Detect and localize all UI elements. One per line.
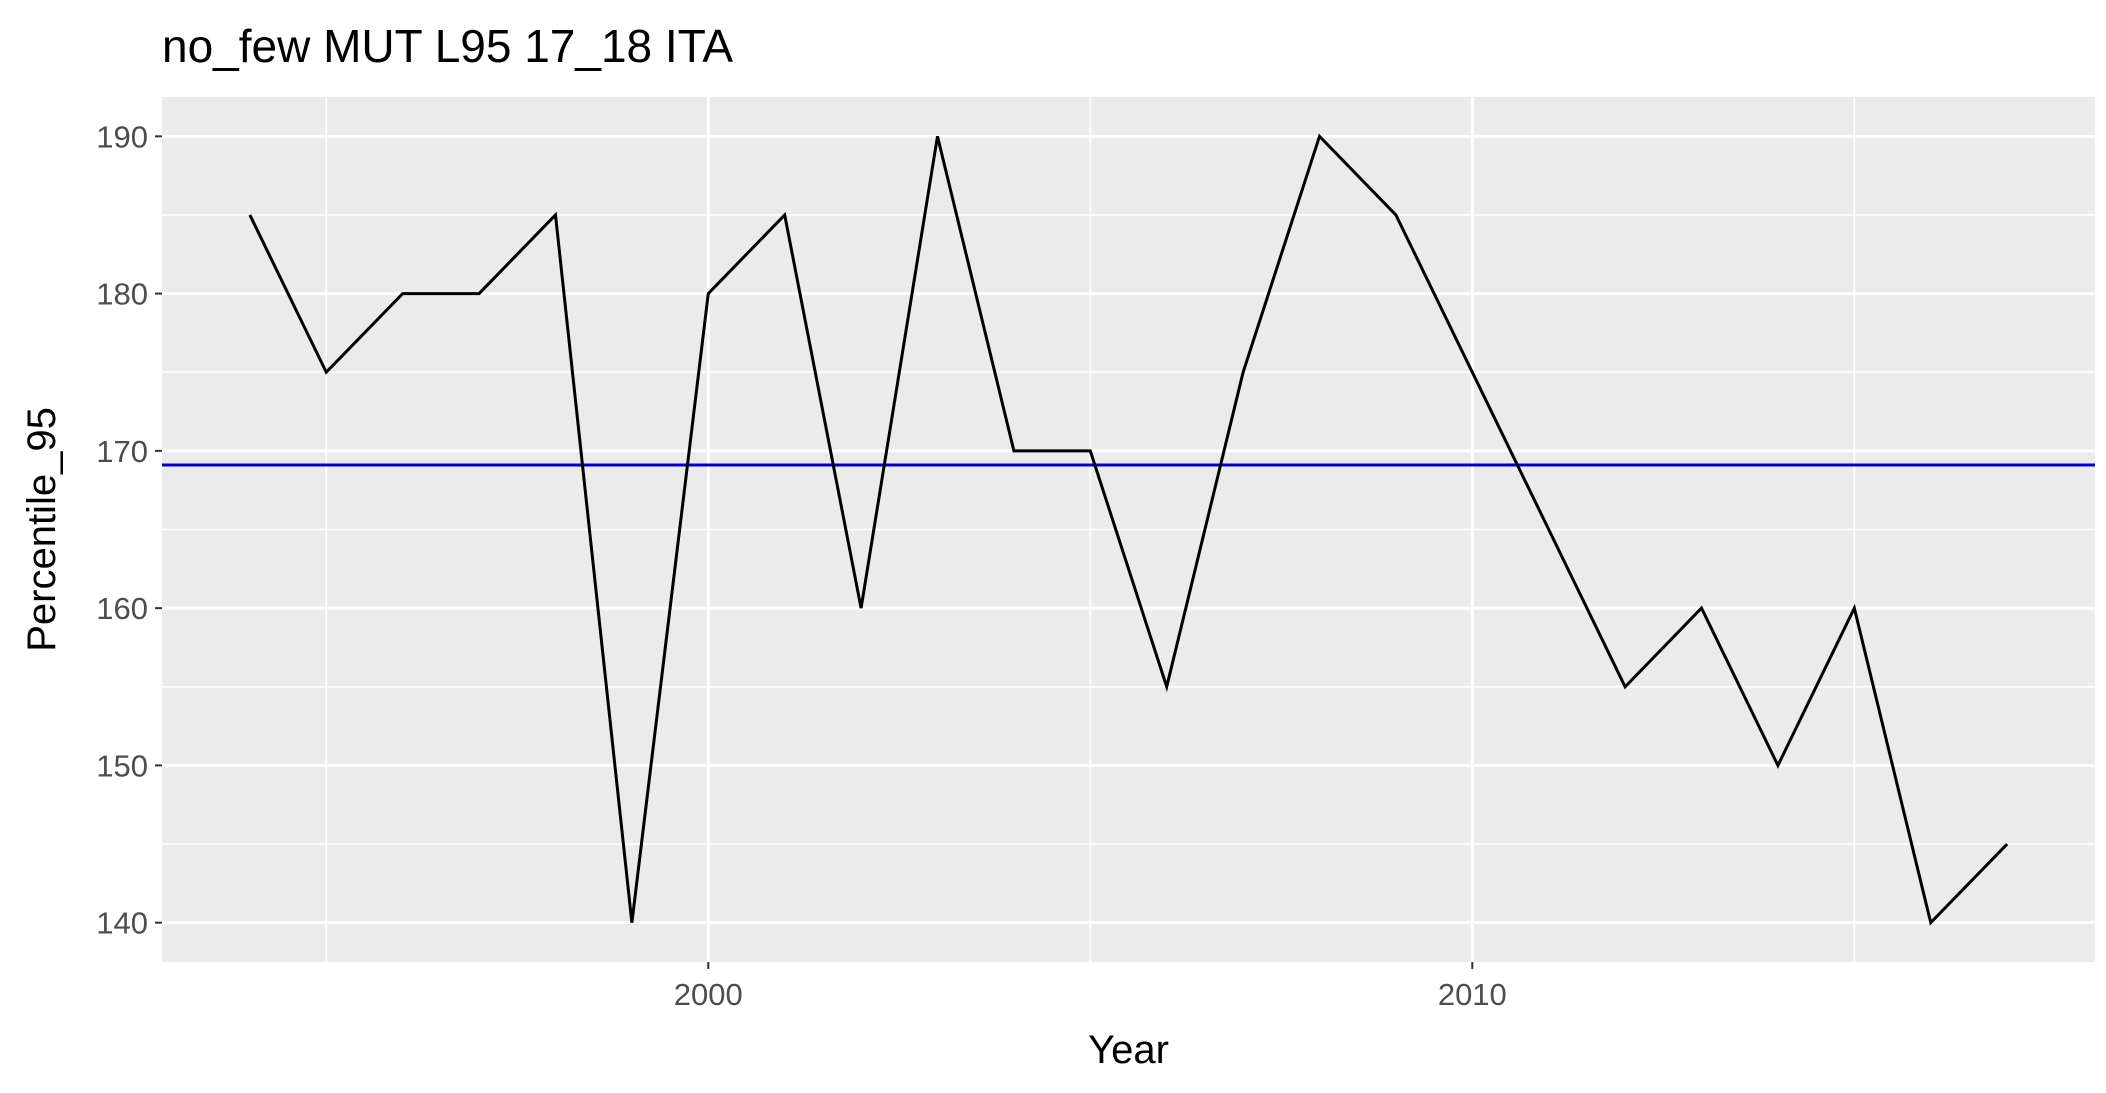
y-tick-label: 140 <box>96 906 148 941</box>
y-tick-label: 150 <box>96 748 148 783</box>
major-gridlines <box>162 97 2095 962</box>
minor-gridlines <box>162 97 2095 962</box>
chart-title: no_few MUT L95 17_18 ITA <box>162 20 733 72</box>
y-tick-label: 190 <box>96 119 148 154</box>
x-axis-title: Year <box>1088 1028 1169 1072</box>
x-tick-label: 2010 <box>1438 977 1507 1012</box>
y-tick-label: 180 <box>96 277 148 312</box>
y-tick-label: 160 <box>96 591 148 626</box>
x-tick-label: 2000 <box>674 977 743 1012</box>
y-axis-title: Percentile_95 <box>20 407 64 652</box>
series-layer <box>248 133 2009 926</box>
x-axis: 2000 2010 <box>674 962 1507 1012</box>
series-line <box>248 133 2009 926</box>
y-tick-label: 170 <box>96 434 148 469</box>
y-axis: 140 150 160 170 180 190 <box>96 119 162 941</box>
